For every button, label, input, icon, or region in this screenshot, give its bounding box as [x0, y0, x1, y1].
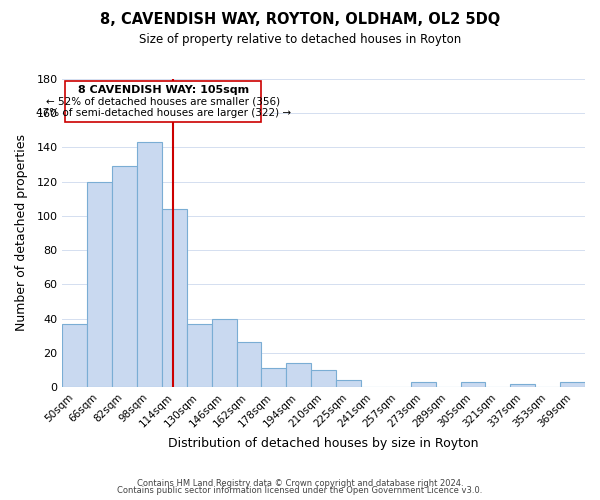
Bar: [212, 318, 236, 387]
Bar: [162, 209, 187, 387]
Text: Size of property relative to detached houses in Royton: Size of property relative to detached ho…: [139, 32, 461, 46]
Text: 47% of semi-detached houses are larger (322) →: 47% of semi-detached houses are larger (…: [35, 108, 290, 118]
Bar: [411, 382, 436, 387]
Text: 8, CAVENDISH WAY, ROYTON, OLDHAM, OL2 5DQ: 8, CAVENDISH WAY, ROYTON, OLDHAM, OL2 5D…: [100, 12, 500, 28]
Text: ← 52% of detached houses are smaller (356): ← 52% of detached houses are smaller (35…: [46, 97, 280, 107]
Bar: [262, 368, 286, 387]
Text: Contains public sector information licensed under the Open Government Licence v3: Contains public sector information licen…: [118, 486, 482, 495]
Y-axis label: Number of detached properties: Number of detached properties: [15, 134, 28, 332]
X-axis label: Distribution of detached houses by size in Royton: Distribution of detached houses by size …: [169, 437, 479, 450]
Bar: [187, 324, 212, 387]
Bar: [560, 382, 585, 387]
Bar: [137, 142, 162, 387]
Bar: [286, 363, 311, 387]
Bar: [236, 342, 262, 387]
FancyBboxPatch shape: [65, 80, 262, 122]
Bar: [336, 380, 361, 387]
Text: 8 CAVENDISH WAY: 105sqm: 8 CAVENDISH WAY: 105sqm: [77, 85, 248, 95]
Bar: [87, 182, 112, 387]
Bar: [112, 166, 137, 387]
Bar: [311, 370, 336, 387]
Bar: [62, 324, 87, 387]
Bar: [461, 382, 485, 387]
Bar: [511, 384, 535, 387]
Text: Contains HM Land Registry data © Crown copyright and database right 2024.: Contains HM Land Registry data © Crown c…: [137, 478, 463, 488]
